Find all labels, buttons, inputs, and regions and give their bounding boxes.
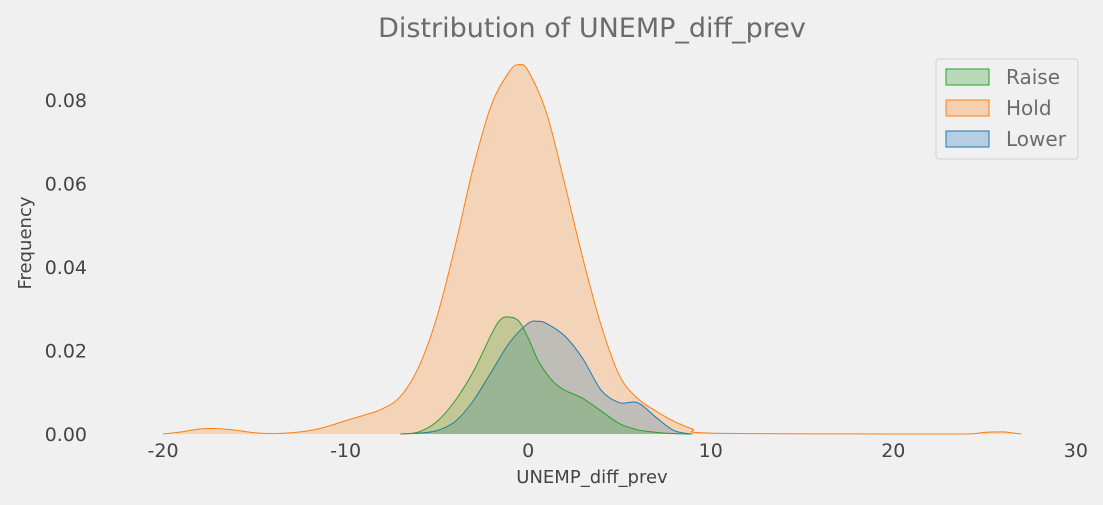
y-tick-label: 0.06	[45, 174, 87, 196]
y-axis-label: Frequency	[15, 196, 36, 289]
series-line-raise	[400, 316, 693, 435]
y-tick-labels: 0.00 0.02 0.04 0.06 0.08	[45, 90, 87, 446]
legend-swatch-lower	[945, 130, 990, 148]
legend-label-hold: Hold	[1006, 96, 1052, 120]
series-area-hold	[163, 64, 1022, 434]
y-tick-label: 0.00	[45, 424, 87, 446]
series-line-hold	[162, 63, 1022, 435]
legend-label-lower: Lower	[1006, 127, 1067, 151]
x-axis-label: UNEMP_diff_prev	[516, 467, 668, 488]
chart-title: Distribution of UNEMP_diff_prev	[378, 13, 806, 44]
x-tick-label: -10	[330, 440, 361, 462]
x-tick-labels: -20 -10 0 10 20 30	[148, 440, 1088, 462]
legend-box	[935, 58, 1079, 160]
series-area-raise	[400, 316, 693, 434]
legend-swatch-raise	[945, 68, 990, 86]
legend-label-raise: Raise	[1006, 65, 1060, 89]
x-tick-label: 0	[522, 440, 534, 462]
series-layer	[162, 63, 1022, 435]
y-tick-label: 0.08	[45, 90, 87, 112]
y-tick-label: 0.04	[45, 257, 87, 279]
x-tick-label: 10	[699, 440, 723, 462]
x-tick-label: -20	[148, 440, 179, 462]
series-line-lower	[400, 320, 693, 435]
legend: Raise Hold Lower	[935, 58, 1079, 160]
y-tick-label: 0.02	[45, 341, 87, 363]
legend-swatch-hold	[945, 99, 990, 117]
x-tick-label: 20	[881, 440, 905, 462]
x-tick-label: 30	[1064, 440, 1088, 462]
series-area-lower	[400, 321, 693, 434]
